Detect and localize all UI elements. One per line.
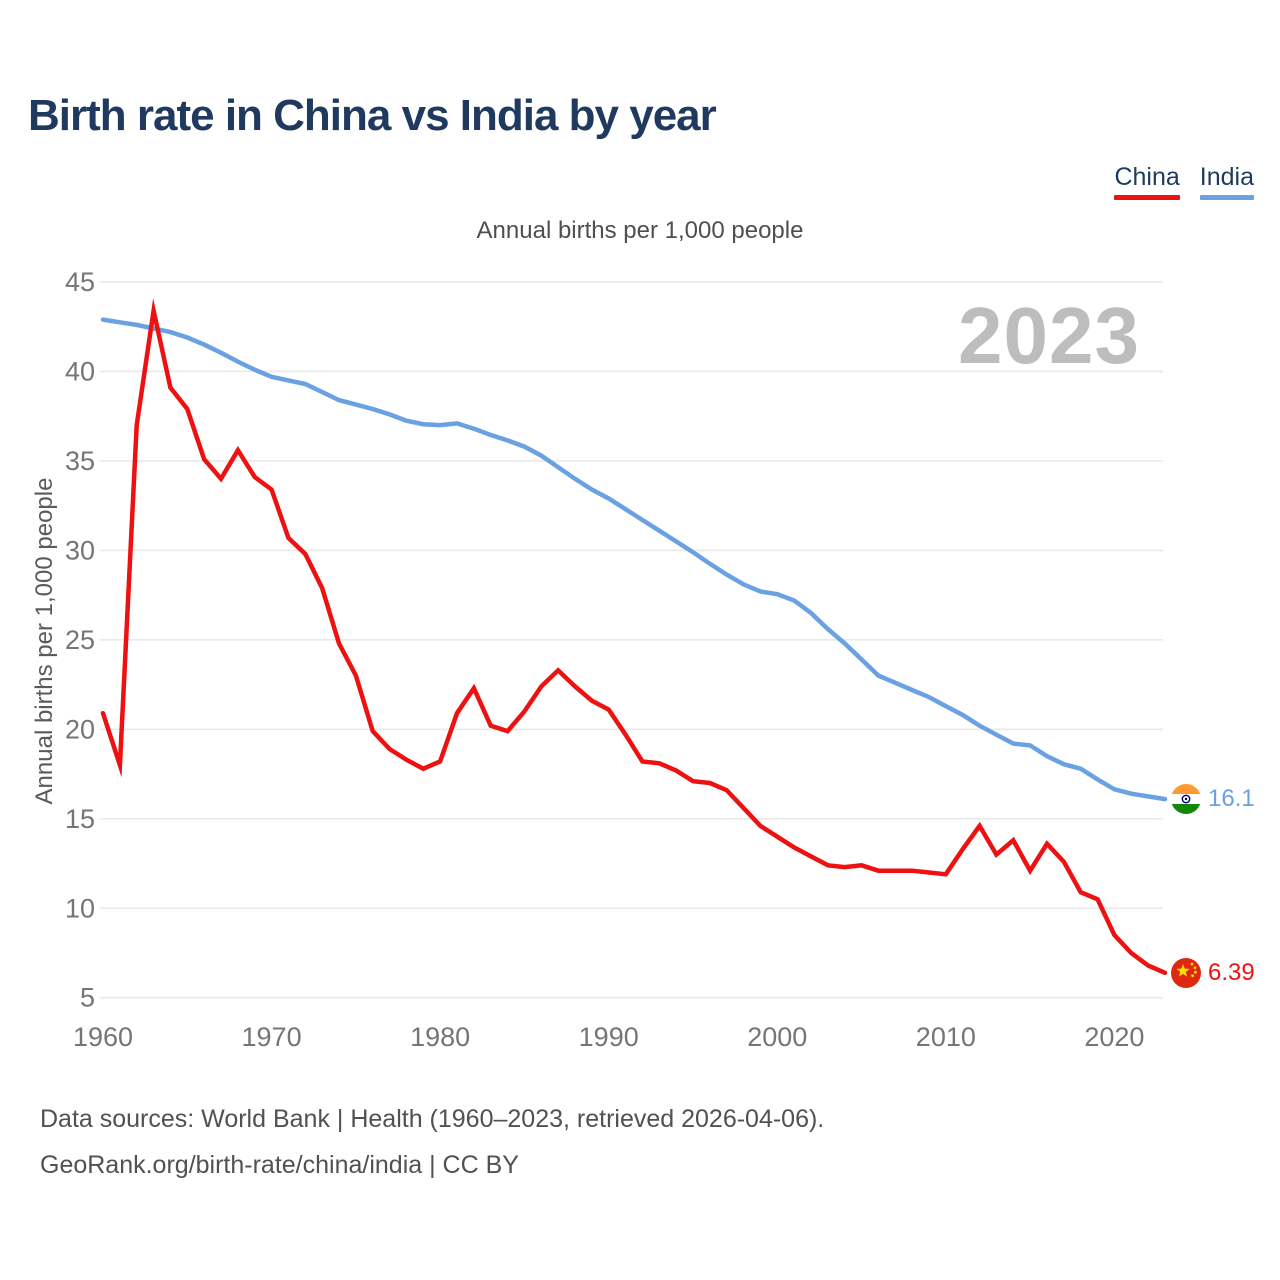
x-tick-label-1980: 1980 [410, 1022, 470, 1052]
y-tick-label-20: 20 [65, 714, 95, 744]
china-end-label: 6.39 [1171, 957, 1255, 988]
series-line-china [100, 298, 1168, 976]
chart-subtitle: Annual births per 1,000 people [476, 217, 804, 244]
y-tick-label-40: 40 [65, 356, 95, 386]
footer-url-line: GeoRank.org/birth-rate/china/india | CC … [40, 1151, 519, 1179]
series-line-india [100, 317, 1168, 802]
legend-label-china: China [1114, 163, 1180, 191]
y-tick-label-10: 10 [65, 893, 95, 923]
legend-label-india: India [1199, 163, 1254, 191]
y-tick-label-5: 5 [80, 983, 95, 1013]
legend-color-bar-india [1199, 194, 1254, 200]
legend-item-india[interactable]: India [1199, 163, 1254, 200]
china-flag-icon [1171, 957, 1201, 988]
y-tick-label-15: 15 [65, 804, 95, 834]
footer: Data sources: World Bank | Health (1960–… [40, 1096, 824, 1188]
y-tick-label-25: 25 [65, 625, 95, 655]
y-tick-label-30: 30 [65, 535, 95, 565]
x-tick-label-2000: 2000 [747, 1022, 807, 1052]
india-end-label: 16.1 [1171, 784, 1255, 815]
china-end-value: 6.39 [1208, 958, 1255, 986]
legend-item-china[interactable]: China [1114, 163, 1180, 200]
legend-color-bar-china [1114, 194, 1180, 200]
india-flag-icon [1171, 784, 1201, 815]
page-title: Birth rate in China vs India by year [28, 91, 717, 140]
india-end-value: 16.1 [1208, 785, 1255, 813]
y-tick-label-35: 35 [65, 446, 95, 476]
year-watermark: 2023 [958, 291, 1140, 380]
x-tick-label-2010: 2010 [916, 1022, 976, 1052]
y-tick-label-45: 45 [65, 267, 95, 297]
legend: China India [1114, 163, 1254, 200]
footer-source-line: Data sources: World Bank | Health (1960–… [40, 1105, 825, 1133]
x-tick-label-2020: 2020 [1084, 1022, 1144, 1052]
x-tick-label-1970: 1970 [242, 1022, 302, 1052]
x-tick-label-1960: 1960 [73, 1022, 133, 1052]
x-tick-label-1990: 1990 [579, 1022, 639, 1052]
